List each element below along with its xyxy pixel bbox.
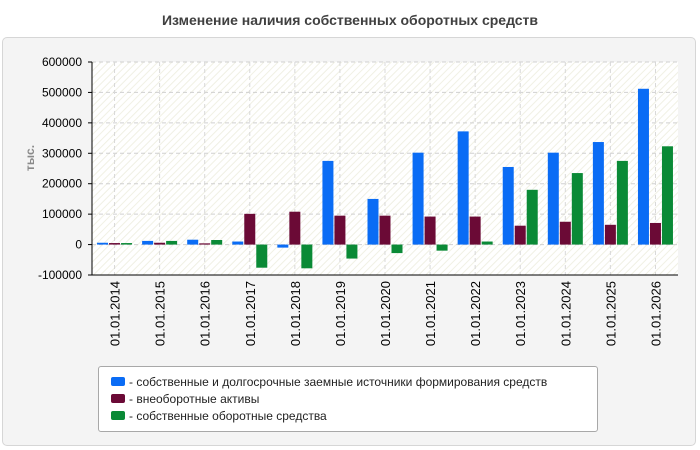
chart-legend: - собственные и долгосрочные заемные ист… xyxy=(98,366,598,432)
x-tick-label: 01.01.2021 xyxy=(423,281,438,346)
bar-series-3 xyxy=(121,243,133,245)
bar-series-3 xyxy=(616,160,628,245)
bar-series-1 xyxy=(97,242,109,245)
y-tick-label: 500000 xyxy=(42,85,82,99)
bar-series-3 xyxy=(166,240,178,245)
x-tick-label: 01.01.2017 xyxy=(243,281,258,346)
y-tick-label: -100000 xyxy=(38,268,82,282)
y-tick-label: 0 xyxy=(75,238,82,252)
legend-swatch xyxy=(111,394,125,403)
x-tick-label: 01.01.2014 xyxy=(108,281,123,346)
y-tick-label: 600000 xyxy=(42,55,82,69)
bar-series-1 xyxy=(277,244,289,248)
y-tick-label: 400000 xyxy=(42,116,82,130)
bar-series-3 xyxy=(571,173,583,245)
bar-series-2 xyxy=(109,243,121,245)
bar-series-2 xyxy=(424,216,436,245)
bar-series-1 xyxy=(502,166,514,245)
x-tick-label: 01.01.2025 xyxy=(603,281,618,346)
bar-series-1 xyxy=(592,142,604,245)
bar-series-1 xyxy=(457,131,469,245)
bar-series-2 xyxy=(379,215,391,245)
bar-series-2 xyxy=(559,221,571,245)
bar-series-1 xyxy=(322,160,334,245)
bar-series-2 xyxy=(289,211,301,245)
bar-series-2 xyxy=(244,213,256,245)
x-tick-label: 01.01.2018 xyxy=(288,281,303,346)
bar-series-1 xyxy=(547,152,559,245)
legend-swatch xyxy=(111,377,125,386)
bar-series-3 xyxy=(436,244,448,251)
x-tick-label: 01.01.2016 xyxy=(198,281,213,346)
bar-series-3 xyxy=(526,189,538,245)
legend-item-2: - внеоборотные активы xyxy=(111,390,597,407)
y-tick-label: 200000 xyxy=(42,177,82,191)
legend-label: - собственные оборотные средства xyxy=(129,408,327,423)
y-tick-label: 100000 xyxy=(42,207,82,221)
bar-series-3 xyxy=(661,146,673,245)
bar-series-1 xyxy=(142,240,154,245)
x-tick-label: 01.01.2023 xyxy=(513,281,528,346)
x-tick-label: 01.01.2026 xyxy=(648,281,663,346)
legend-label: - внеоборотные активы xyxy=(129,391,260,406)
bar-series-2 xyxy=(154,242,166,245)
bar-series-1 xyxy=(412,152,424,245)
bar-series-1 xyxy=(637,88,649,245)
x-tick-label: 01.01.2020 xyxy=(378,281,393,346)
bar-series-3 xyxy=(346,244,358,259)
x-tick-label: 01.01.2015 xyxy=(153,281,168,346)
bar-series-2 xyxy=(469,216,481,245)
legend-item-3: - собственные оборотные средства xyxy=(111,407,597,424)
chart-title: Изменение наличия собственных оборотных … xyxy=(161,12,539,28)
bar-series-3 xyxy=(211,240,223,245)
y-tick-label: 300000 xyxy=(42,146,82,160)
bar-series-3 xyxy=(256,244,268,268)
y-axis-label: тыс. xyxy=(23,145,37,171)
bar-series-1 xyxy=(367,198,379,245)
bar-series-2 xyxy=(649,222,661,245)
bar-series-1 xyxy=(232,241,244,245)
bar-series-2 xyxy=(604,224,616,245)
legend-swatch xyxy=(111,411,125,420)
bar-series-2 xyxy=(199,243,211,245)
x-tick-label: 01.01.2019 xyxy=(333,281,348,346)
bar-series-2 xyxy=(514,225,526,245)
x-tick-label: 01.01.2022 xyxy=(468,281,483,346)
bar-series-3 xyxy=(301,244,313,269)
legend-label: - собственные и долгосрочные заемные ист… xyxy=(129,374,548,389)
bar-series-2 xyxy=(334,215,346,245)
bar-series-3 xyxy=(481,241,493,245)
legend-item-1: - собственные и долгосрочные заемные ист… xyxy=(111,373,597,390)
bar-series-3 xyxy=(391,244,403,254)
x-tick-label: 01.01.2024 xyxy=(558,281,573,346)
bar-series-1 xyxy=(187,239,199,245)
